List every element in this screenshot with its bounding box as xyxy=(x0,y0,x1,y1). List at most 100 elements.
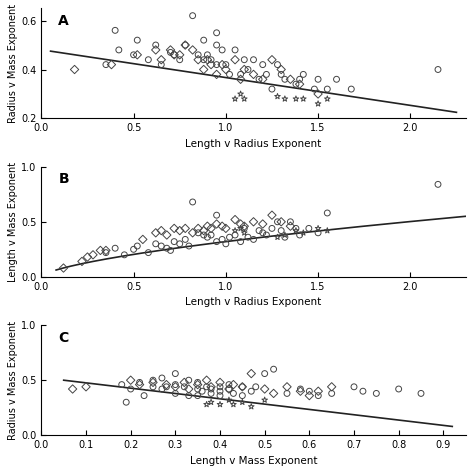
Point xyxy=(231,95,239,103)
Point xyxy=(306,392,313,400)
Point xyxy=(270,365,277,373)
Point xyxy=(277,227,285,234)
Point xyxy=(134,242,141,250)
Point xyxy=(182,225,189,232)
Point xyxy=(240,66,248,73)
Point xyxy=(268,56,276,64)
Point xyxy=(373,390,380,397)
Point xyxy=(259,220,266,228)
Point xyxy=(222,61,229,68)
Point xyxy=(185,376,192,384)
Point xyxy=(207,399,215,406)
Point xyxy=(194,392,201,400)
Point xyxy=(194,225,202,232)
Point xyxy=(82,383,90,391)
Point xyxy=(157,227,165,234)
Point xyxy=(170,225,178,232)
Point xyxy=(216,387,224,395)
Point xyxy=(216,383,224,391)
Point xyxy=(283,390,291,397)
Point xyxy=(229,390,237,397)
Point xyxy=(281,75,289,83)
Point xyxy=(213,29,220,36)
Point xyxy=(328,383,336,391)
Point xyxy=(261,396,268,404)
Point xyxy=(157,242,165,250)
Point xyxy=(247,387,255,395)
Point xyxy=(60,264,67,272)
Point xyxy=(200,227,208,234)
Point xyxy=(226,71,233,78)
Point xyxy=(292,225,300,232)
Point xyxy=(157,61,165,68)
Point xyxy=(277,218,285,226)
Text: A: A xyxy=(58,14,69,28)
Point xyxy=(240,222,248,230)
Point xyxy=(240,56,248,64)
Point xyxy=(240,229,248,237)
Point xyxy=(204,222,211,230)
Point xyxy=(231,231,239,239)
Point xyxy=(259,229,266,237)
Point xyxy=(226,233,233,241)
Point xyxy=(434,181,442,188)
Point xyxy=(314,229,322,237)
Point xyxy=(297,385,304,393)
Point xyxy=(250,71,257,78)
Point xyxy=(270,390,277,397)
Point xyxy=(237,225,245,232)
Point xyxy=(136,381,144,388)
Point xyxy=(259,61,266,68)
Point xyxy=(158,385,166,393)
Point xyxy=(185,392,192,400)
Point xyxy=(434,66,442,73)
Point xyxy=(314,225,322,232)
Point xyxy=(297,387,304,395)
Point xyxy=(273,218,281,226)
Point xyxy=(283,383,291,391)
Point xyxy=(111,27,119,34)
Point xyxy=(130,246,137,253)
Point xyxy=(158,374,166,382)
Point xyxy=(130,51,137,59)
Point xyxy=(238,399,246,406)
Point xyxy=(314,75,322,83)
Point xyxy=(102,246,109,254)
Point xyxy=(268,85,276,93)
Point xyxy=(306,387,313,395)
Point xyxy=(324,227,331,234)
Text: B: B xyxy=(58,172,69,186)
X-axis label: Length v Mass Exponent: Length v Mass Exponent xyxy=(190,456,317,465)
Point xyxy=(194,381,201,388)
Point xyxy=(194,229,202,237)
Point xyxy=(255,227,263,234)
Point xyxy=(149,383,157,391)
Point xyxy=(170,51,178,59)
Point xyxy=(225,385,233,393)
Point xyxy=(127,376,135,384)
Point xyxy=(163,383,170,391)
Point xyxy=(185,242,193,250)
Point xyxy=(268,211,276,219)
Point xyxy=(207,56,215,64)
Point xyxy=(189,229,196,237)
Point xyxy=(207,383,215,391)
Point xyxy=(182,41,189,49)
Point xyxy=(163,245,171,252)
Point xyxy=(247,370,255,377)
Point xyxy=(216,379,224,386)
Point xyxy=(204,56,211,64)
Point xyxy=(203,383,210,391)
Point xyxy=(252,383,260,391)
Point xyxy=(170,238,178,246)
Point xyxy=(115,46,123,54)
Point xyxy=(238,383,246,391)
Point xyxy=(152,41,160,49)
Point xyxy=(229,401,237,408)
Point xyxy=(213,220,220,228)
Point xyxy=(172,390,179,397)
Point xyxy=(120,251,128,259)
Point xyxy=(89,251,97,259)
Y-axis label: Radius v Mass Exponent: Radius v Mass Exponent xyxy=(9,4,18,123)
Point xyxy=(281,95,289,103)
